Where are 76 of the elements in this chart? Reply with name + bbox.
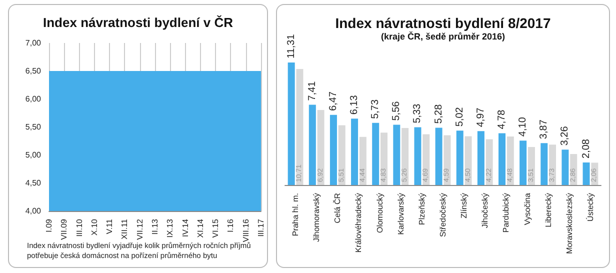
data-label: 5,56 [391, 100, 402, 121]
y-tick-label: 6,00 [25, 94, 42, 104]
x-tick-label: Jihočeský [480, 193, 490, 228]
y-tick-label: 4,50 [25, 178, 42, 188]
data-label: 7,41 [306, 80, 318, 101]
x-tick-label: Zlínský [460, 193, 469, 218]
x-tick-label: V.11 [105, 218, 114, 234]
chart-subtitle: (kraje ČR, šedě průměr 2016) [380, 30, 506, 42]
chart-title: Index návratnosti bydlení 8/2017 [335, 15, 551, 31]
data-label: 5,33 [412, 103, 424, 124]
x-tick-label: I.16 [226, 218, 236, 232]
bar [540, 143, 548, 185]
bar [317, 110, 324, 185]
x-tick-label: Středočeský [438, 193, 448, 238]
y-tick-label: 6,50 [25, 66, 42, 76]
y-tick-label: 4,00 [25, 206, 42, 216]
bar [498, 133, 506, 185]
bar [330, 114, 337, 185]
x-tick-label: Pardubický [502, 193, 511, 233]
bar [380, 132, 388, 185]
bar [402, 128, 409, 185]
x-tick-label: Královéhradecký [354, 193, 364, 253]
x-tick-label: VII.12 [135, 218, 144, 240]
x-tick-label: III.17 [256, 218, 266, 237]
bar [520, 140, 527, 185]
x-tick-label: II.13 [150, 218, 160, 235]
bar [359, 136, 366, 185]
data-label: 4,78 [496, 109, 508, 130]
x-tick-label: XI.14 [196, 218, 205, 238]
y-tick-label: 5,50 [25, 122, 42, 132]
data-label: 4,97 [475, 107, 486, 128]
bar [372, 122, 380, 185]
x-tick-label: Praha hl. m. [291, 193, 300, 236]
x-tick-label: Jihomoravský [312, 193, 322, 242]
x-tick-label: XII.11 [120, 218, 130, 240]
bar [296, 68, 304, 185]
data-label: 3,87 [538, 119, 550, 140]
bar [393, 124, 400, 185]
x-tick-label: Liberecký [544, 193, 553, 228]
bar [338, 125, 346, 185]
data-label: 5,28 [433, 104, 444, 124]
bar [414, 127, 422, 185]
data-label: 2,08 [580, 138, 592, 158]
x-tick-label: Karlovarský [396, 193, 406, 235]
data-label: 5,02 [454, 106, 466, 127]
x-tick-label: Plzeňský [417, 193, 426, 226]
data-label: 11,31 [286, 34, 297, 58]
x-tick-label: IX.13 [166, 218, 175, 238]
data-label: 6,47 [328, 91, 339, 111]
y-tick-label: 7,00 [25, 38, 42, 48]
x-tick-label: III.10 [74, 218, 84, 237]
bar [435, 128, 442, 185]
x-tick-label: Celá ČR [333, 192, 342, 224]
x-tick-label: X.10 [90, 218, 99, 236]
bar [582, 162, 590, 185]
x-tick-label: VII.09 [60, 218, 69, 240]
bar [308, 104, 316, 185]
data-label: 4,10 [518, 116, 529, 137]
x-tick-label: Olomoucký [375, 193, 384, 234]
bar [351, 118, 358, 185]
chart-title: Index návratnosti bydlení v ČR [43, 15, 234, 30]
bar [456, 130, 464, 185]
x-tick-label: VIII.16 [241, 218, 250, 242]
data-label: 5,73 [370, 99, 382, 119]
x-tick-label: VI.15 [211, 218, 220, 238]
y-tick-label: 5,00 [25, 150, 42, 160]
bar [477, 131, 484, 185]
data-label: 6,13 [349, 94, 360, 115]
bar [288, 62, 295, 185]
x-tick-label: I.09 [44, 218, 54, 232]
x-tick-label: IV.14 [180, 218, 190, 237]
x-tick-label: Ústecký [586, 193, 595, 222]
x-tick-label: Moravskoslezský [564, 193, 574, 254]
x-tick-label: Vysočina [522, 192, 532, 226]
data-label: 3,26 [560, 126, 571, 146]
bar [562, 150, 569, 185]
